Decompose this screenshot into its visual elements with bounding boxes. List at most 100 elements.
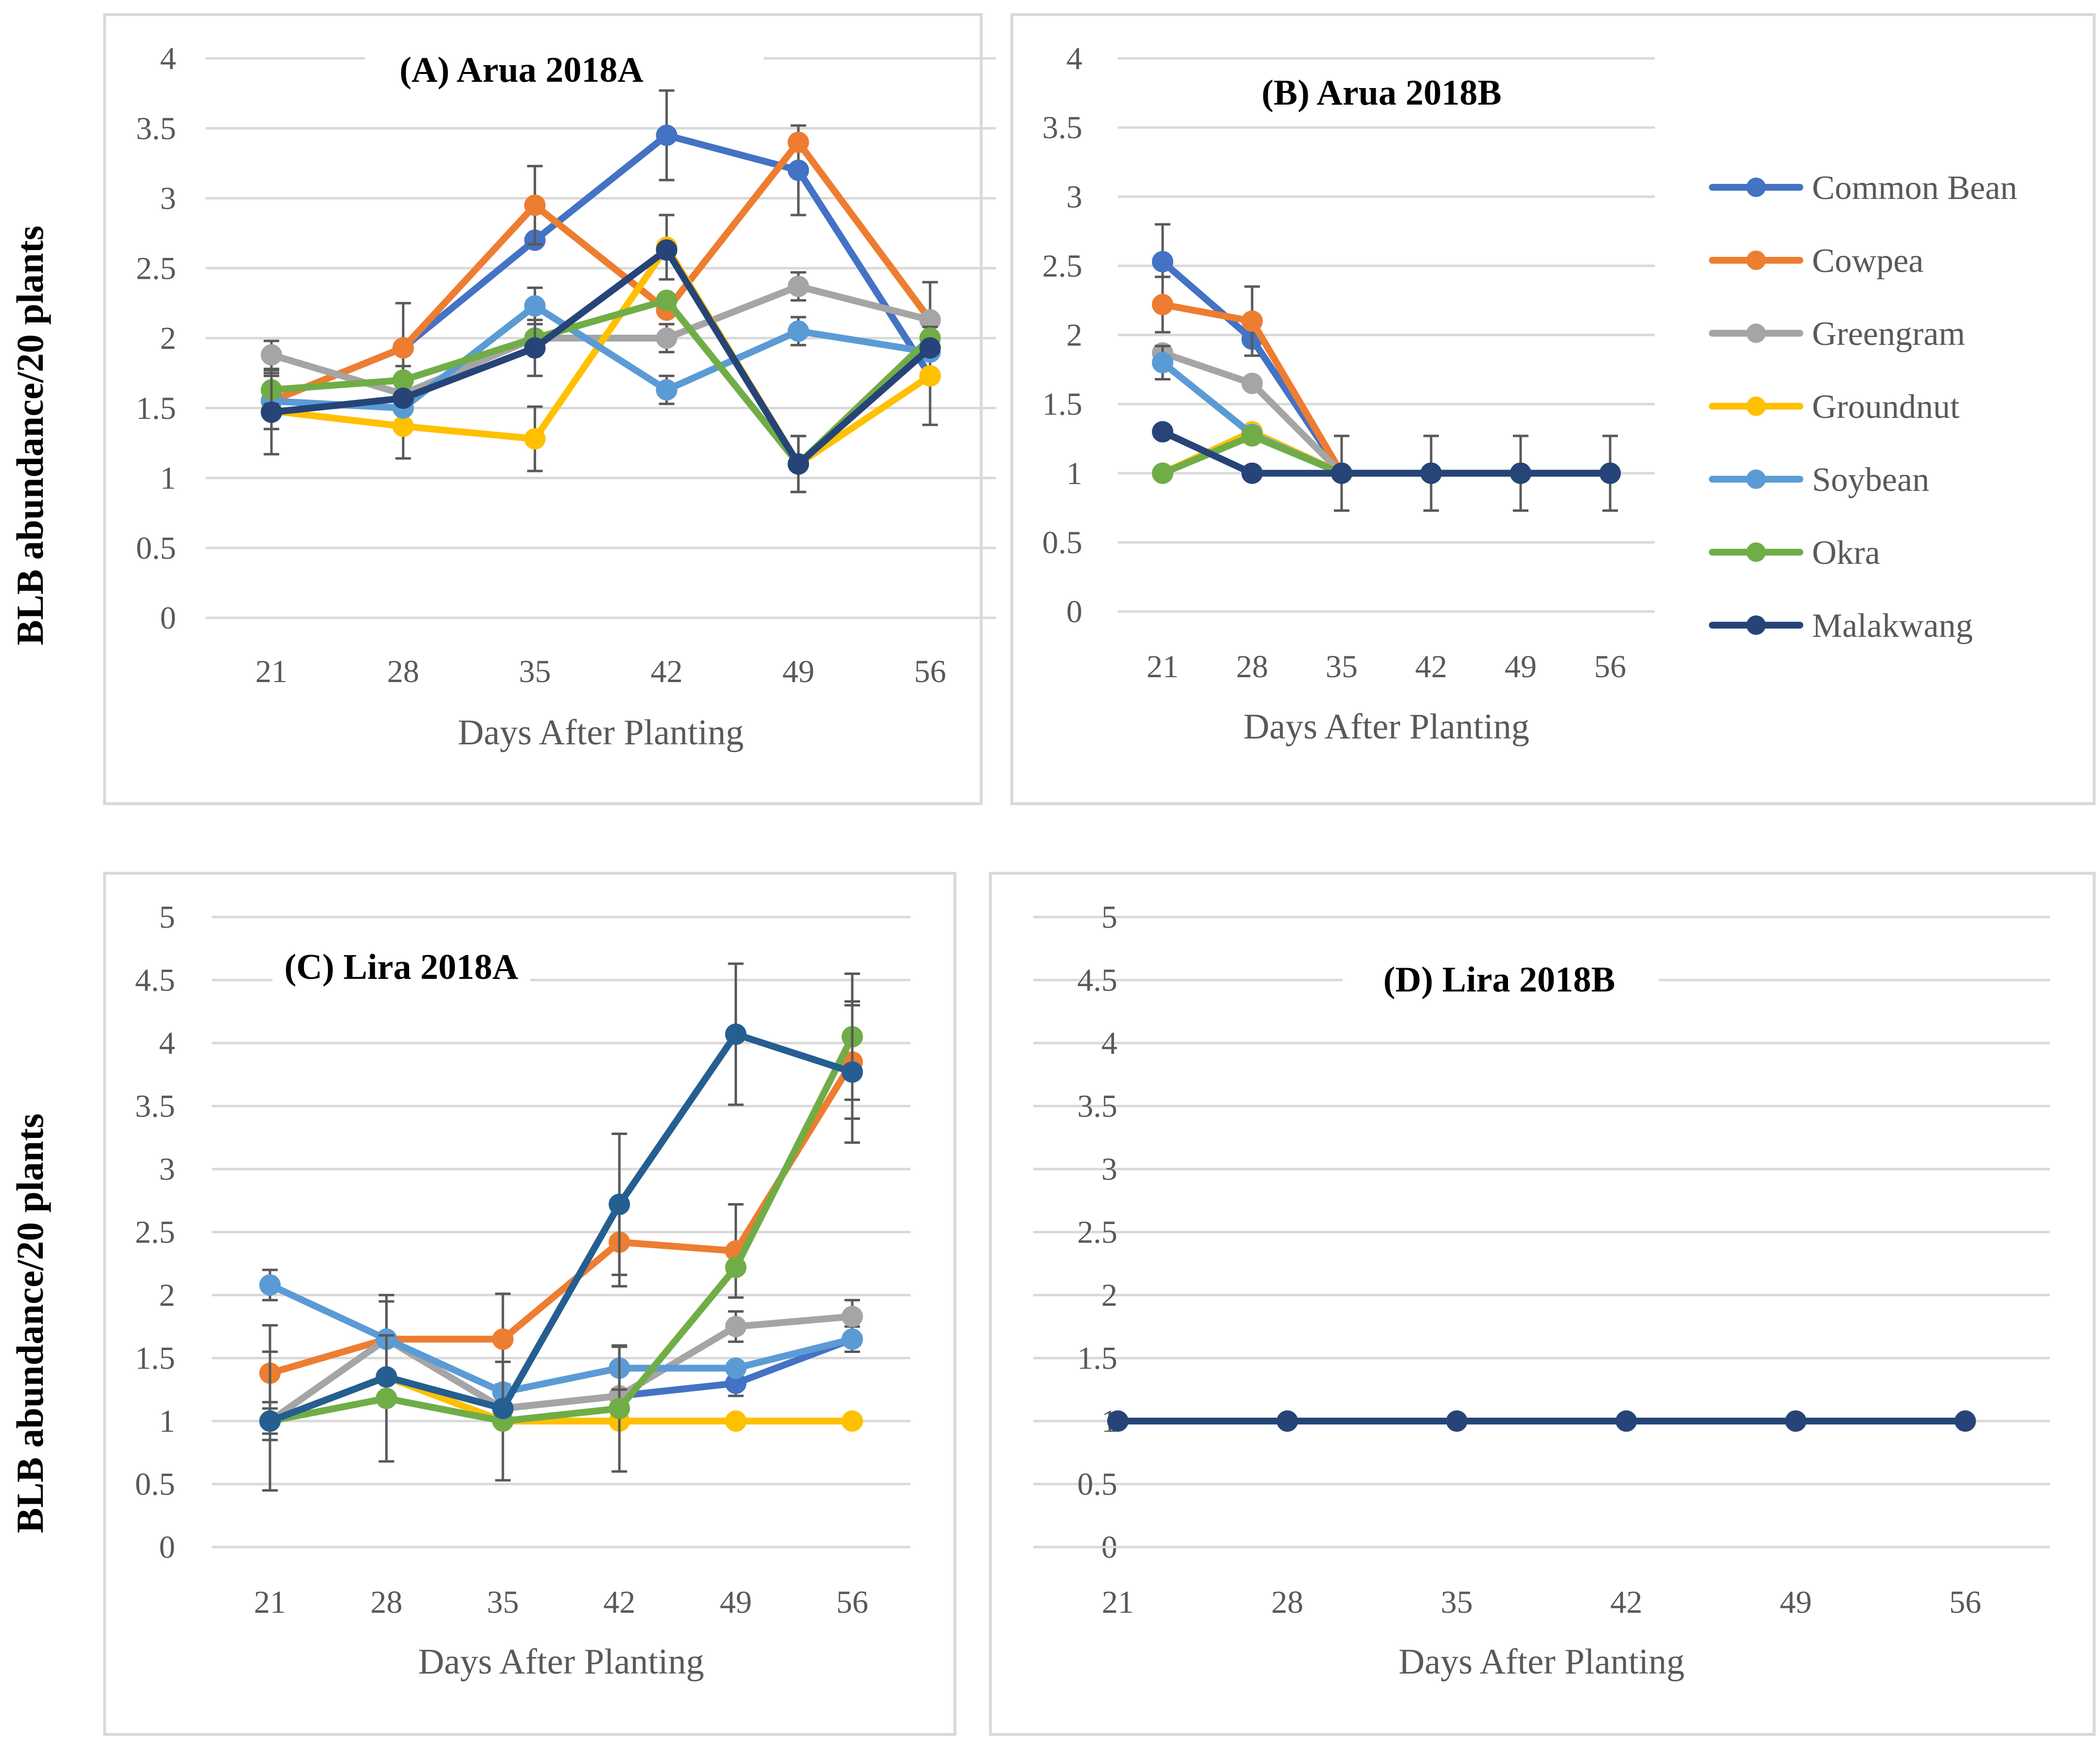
series-line	[1159, 428, 1614, 477]
data-point	[524, 194, 546, 216]
y-tick-label: 4.5	[1077, 963, 1118, 998]
panel-title: (D) Lira 2018B	[1383, 960, 1615, 1000]
data-point	[725, 1316, 747, 1337]
legend-marker	[1746, 251, 1766, 270]
data-point	[842, 1306, 863, 1328]
series-malakwang	[1152, 421, 1621, 512]
y-tick-label: 0	[159, 1530, 175, 1565]
legend-label: Soybean	[1812, 461, 1929, 499]
series-line	[267, 1313, 856, 1424]
y-tick-label: 3	[159, 1152, 175, 1187]
data-point	[1152, 251, 1173, 272]
y-tick-label: 1.5	[136, 391, 177, 426]
data-point	[1241, 372, 1263, 394]
legend-marker	[1746, 615, 1766, 635]
data-point	[725, 1257, 747, 1279]
legend-label: Common Bean	[1812, 169, 2017, 207]
x-tick-label: 35	[487, 1585, 519, 1620]
series-malakwang	[261, 239, 941, 493]
legend: Common Bean Cowpea Greengram Groundnut Soybe…	[1709, 169, 2017, 645]
x-tick-label: 42	[603, 1585, 635, 1620]
data-point	[725, 1357, 747, 1379]
data-point	[656, 379, 678, 401]
x-tick-label: 28	[1271, 1585, 1303, 1620]
legend-label: Groundnut	[1812, 388, 1960, 426]
series-line	[267, 1033, 856, 1424]
data-point	[788, 320, 809, 342]
legend-item: Groundnut	[1709, 388, 1960, 426]
x-tick-label: 42	[1610, 1585, 1642, 1620]
y-tick-label: 4	[1066, 41, 1082, 76]
series-line	[267, 1058, 856, 1377]
data-point	[1615, 1410, 1637, 1432]
y-tick-label: 1.5	[1042, 387, 1083, 422]
data-point	[609, 1193, 630, 1215]
legend-marker	[1746, 469, 1766, 489]
data-point	[788, 453, 809, 475]
series-line	[268, 244, 933, 468]
y-tick-label: 2.5	[1077, 1215, 1118, 1250]
y-tick-label: 3.5	[1077, 1089, 1118, 1124]
y-axis-label-bottom: BLB abundance/20 plants	[9, 1114, 51, 1533]
y-tick-label: 0	[160, 600, 176, 636]
data-point	[524, 295, 546, 317]
data-point	[492, 1328, 514, 1350]
data-point	[259, 1410, 281, 1432]
legend-marker	[1746, 542, 1766, 562]
y-tick-label: 4	[160, 41, 176, 76]
data-point	[656, 289, 678, 311]
x-tick-label: 35	[1441, 1585, 1473, 1620]
panel-c-frame	[103, 872, 956, 1736]
y-tick-label: 2	[159, 1278, 175, 1313]
y-tick-label: 1	[159, 1404, 175, 1439]
panel-title: (C) Lira 2018A	[285, 947, 519, 987]
y-tick-label: 0	[1066, 594, 1082, 630]
x-axis-title: Days After Planting	[1399, 1642, 1685, 1682]
x-tick-label: 56	[1949, 1585, 1981, 1620]
y-tick-label: 4	[1101, 1026, 1117, 1061]
series-malakwang	[1107, 1410, 1976, 1432]
y-tick-label: 3.5	[135, 1089, 176, 1124]
legend-marker	[1746, 324, 1766, 343]
y-tick-label: 4	[159, 1026, 175, 1061]
y-tick-label: 2.5	[136, 251, 177, 286]
data-point	[1510, 462, 1531, 484]
x-axis-title: Days After Planting	[1243, 707, 1529, 747]
data-point	[392, 337, 414, 359]
x-tick-label: 21	[255, 654, 287, 689]
data-point	[1276, 1410, 1298, 1432]
data-point	[1107, 1410, 1129, 1432]
data-point	[656, 125, 678, 146]
x-tick-label: 49	[782, 654, 814, 689]
series-line	[1159, 428, 1614, 477]
data-point	[259, 1274, 281, 1296]
series-cowpea	[261, 131, 941, 412]
legend-label: Malakwang	[1812, 607, 1973, 645]
series-line	[268, 246, 933, 468]
x-axis-title: Days After Planting	[418, 1642, 704, 1682]
y-tick-label: 0.5	[1042, 525, 1083, 560]
series-okra	[261, 289, 941, 493]
data-point	[524, 428, 546, 450]
x-tick-label: 42	[650, 654, 682, 689]
series-line	[268, 302, 933, 412]
series-cowpea	[1152, 275, 1621, 484]
data-point	[788, 131, 809, 153]
x-tick-label: 49	[1505, 649, 1537, 685]
y-tick-label: 3	[1101, 1152, 1117, 1187]
data-point	[1446, 1410, 1468, 1432]
data-point	[609, 1398, 630, 1420]
data-point	[1241, 425, 1263, 447]
y-tick-label: 1	[1066, 456, 1082, 491]
data-point	[725, 1410, 747, 1432]
panel-b-chart: 0 0.5 1 1.5 2 2.5 3 3.5 4 21 28 35 42 49 56 Days After …	[1042, 41, 1655, 747]
legend-item: Okra	[1709, 534, 1880, 572]
data-point	[261, 344, 282, 366]
y-tick-label: 3	[1066, 179, 1082, 215]
data-point	[842, 1410, 863, 1432]
x-tick-label: 28	[1236, 649, 1268, 685]
legend-marker	[1746, 396, 1766, 416]
data-point	[656, 239, 678, 261]
legend-label: Cowpea	[1812, 242, 1923, 280]
